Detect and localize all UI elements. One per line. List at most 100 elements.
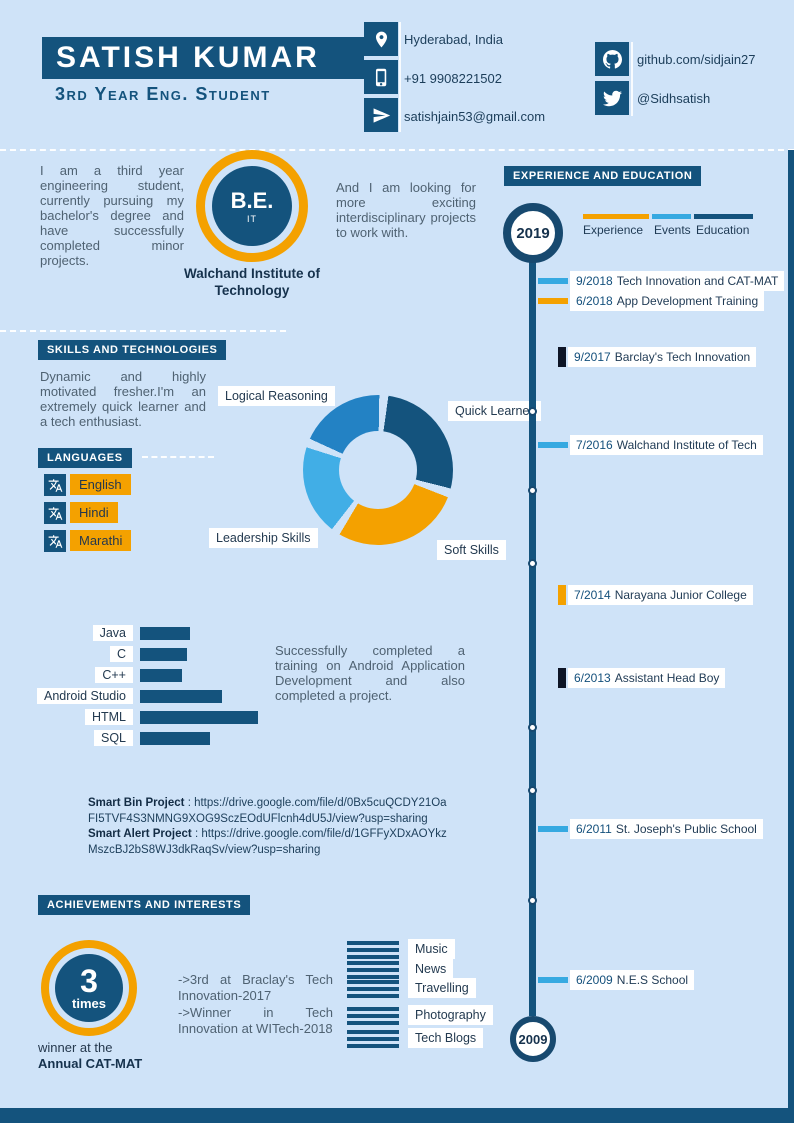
badge-word: times (72, 995, 106, 1011)
bar-sql (140, 732, 210, 745)
legend-swatch-events (652, 214, 691, 219)
entry-text: St. Joseph's Public School (615, 822, 757, 836)
badge-caption-line1: winner at the (38, 1040, 113, 1055)
project-name: Smart Bin Project (88, 797, 185, 809)
entry-date: 6/2009 (576, 973, 613, 987)
timeline-node (528, 896, 537, 905)
timeline-node (528, 723, 537, 732)
project-url[interactable]: https://drive.google.com/file/d/0Bx5cuQC… (88, 797, 447, 825)
interest-item: News (408, 959, 454, 979)
project-url[interactable]: https://drive.google.com/file/d/1GFFyXDx… (88, 828, 447, 856)
skills-description: Dynamic and highly motivated fresher.I'm… (40, 369, 206, 430)
bars-icon (347, 980, 399, 1001)
interest-item: Tech Blogs (408, 1028, 484, 1048)
timeline-node (528, 407, 537, 416)
interest-item: Photography (408, 1005, 493, 1025)
about-outro-text: And I am looking for more exciting inter… (336, 180, 476, 241)
timeline-line (529, 262, 536, 1016)
entry-date: 6/2013 (574, 671, 611, 685)
right-edge-strip (788, 150, 794, 1123)
badge-caption-line2: Annual CAT-MAT (38, 1056, 143, 1071)
entry-text: App Development Training (616, 294, 759, 308)
achievement-note: ->3rd at Braclay's Tech Innovation-2017 (178, 972, 333, 1003)
timeline-entry: 7/2014 Narayana Junior College (538, 584, 753, 606)
legend-swatch-experience (583, 214, 649, 219)
timeline-entry: 9/2018 Tech Innovation and CAT-MAT (538, 270, 785, 292)
translate-icon (44, 502, 66, 524)
translate-icon (44, 474, 66, 496)
entry-date: 9/2017 (574, 350, 611, 364)
timeline-start-year: 2019 (503, 203, 563, 263)
entry-date: 7/2014 (574, 588, 611, 602)
bar-row: C++ (0, 667, 794, 685)
achievement-note: ->Winner in Tech Innovation at WITech-20… (178, 1005, 333, 1036)
about-intro-text: I am a third year engineering student, c… (40, 163, 184, 269)
legend-label-education: Education (696, 223, 750, 237)
bar-row: SQL (0, 730, 794, 748)
section-title-timeline: EXPERIENCE AND EDUCATION (504, 166, 702, 186)
timeline-entry: 6/2018 App Development Training (538, 290, 765, 312)
section-title-achievements: ACHIEVEMENTS AND INTERESTS (38, 895, 251, 915)
email-text[interactable]: satishjain53@gmail.com (404, 109, 546, 124)
send-icon (364, 98, 398, 132)
donut-label-logical-reasoning: Logical Reasoning (218, 386, 335, 406)
donut-hole (339, 431, 417, 509)
bars-icon (347, 1007, 399, 1028)
bar-row: Java (0, 625, 794, 643)
bar-java (140, 627, 191, 640)
phone-text: +91 9908221502 (404, 71, 502, 86)
page-subtitle: 3rd Year Eng. Student (55, 84, 271, 104)
page-title: SATISH KUMAR (42, 37, 364, 79)
bar-android-studio (140, 690, 222, 703)
bottom-edge-strip (0, 1108, 794, 1123)
project-line[interactable]: Smart Bin Project : https://drive.google… (88, 797, 447, 825)
legend-label-experience: Experience (583, 223, 644, 237)
social-separator (631, 42, 633, 116)
language-item: Marathi (70, 530, 132, 551)
bars-icon (347, 941, 399, 962)
bar-category-label: Java (92, 625, 133, 641)
legend-label-events: Events (654, 223, 691, 237)
bar-html (140, 711, 258, 724)
bars-icon (347, 961, 399, 982)
bar-category-label: Android Studio (36, 688, 133, 704)
entry-text: Narayana Junior College (614, 588, 747, 602)
entry-text: Assistant Head Boy (614, 671, 720, 685)
contact-separator (399, 22, 401, 132)
legend-swatch-education (694, 214, 753, 219)
bar-category-label: C (109, 646, 133, 662)
bars-icon (347, 1030, 399, 1051)
projects-block: Smart Bin Project : https://drive.google… (88, 796, 452, 858)
location-icon (364, 22, 398, 56)
donut-label-quick-learner: Quick Learner (448, 401, 541, 421)
github-handle[interactable]: github.com/sidjain27 (637, 52, 756, 67)
entry-text: Barclay's Tech Innovation (614, 350, 751, 364)
interest-item: Travelling (408, 978, 476, 998)
project-name: Smart Alert Project (88, 828, 192, 841)
timeline-entry: 6/2009 N.E.S School (538, 969, 695, 991)
degree-badge: B.E. IT (196, 150, 308, 262)
skills-donut (303, 395, 453, 545)
bar-cpp (140, 669, 182, 682)
skills-divider (0, 330, 286, 332)
entry-text: Walchand Institute of Tech (616, 438, 757, 452)
project-line[interactable]: Smart Alert Project : https://drive.goog… (88, 828, 447, 856)
timeline-entry: 6/2013 Assistant Head Boy (538, 667, 726, 689)
donut-label-leadership-skills: Leadership Skills (209, 528, 318, 548)
badge-number: 3 (80, 962, 98, 999)
timeline-node (528, 486, 537, 495)
twitter-icon (595, 81, 629, 115)
twitter-handle[interactable]: @Sidhsatish (637, 91, 711, 106)
timeline-end-year: 2009 (510, 1016, 556, 1062)
timeline-tick (558, 668, 566, 688)
bar-c (140, 648, 187, 661)
timeline-node (528, 559, 537, 568)
timeline-tick (538, 298, 568, 304)
timeline-tick (538, 278, 568, 284)
entry-date: 6/2018 (576, 294, 613, 308)
timeline-node (528, 786, 537, 795)
language-item: English (70, 474, 131, 495)
header-divider (0, 149, 794, 151)
timeline-tick (538, 826, 568, 832)
donut-label-soft-skills: Soft Skills (437, 540, 506, 560)
